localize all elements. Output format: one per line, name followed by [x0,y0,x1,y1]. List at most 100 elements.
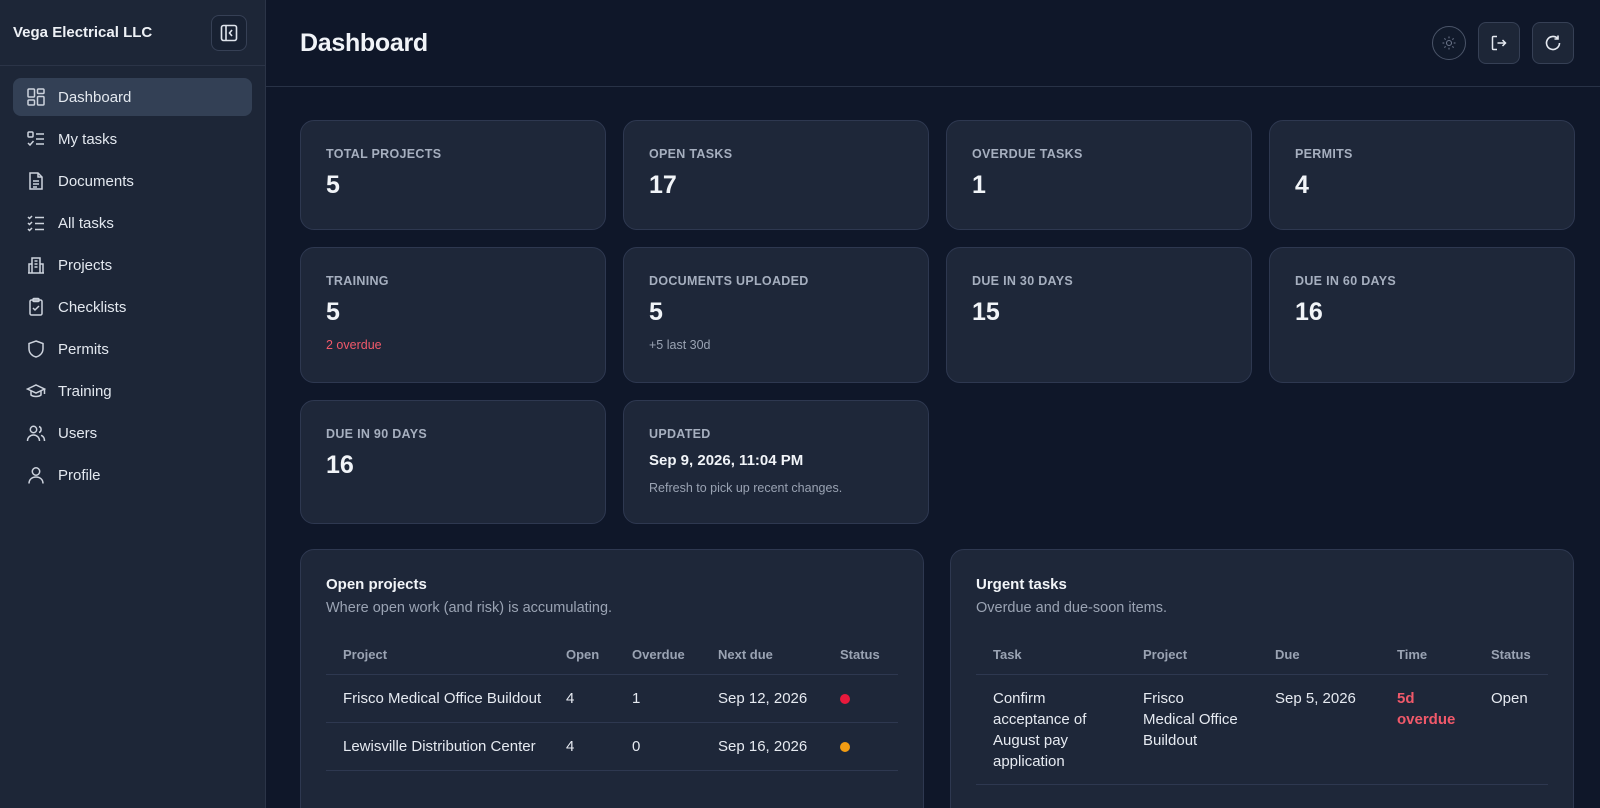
column-header[interactable]: Overdue [615,639,701,675]
stat-value: 5 [649,298,663,326]
table-row[interactable]: Confirm acceptance of August pay applica… [976,674,1548,785]
open-projects-table: Project Open Overdue Next due Status Fri… [326,639,898,771]
project-name[interactable]: Frisco Medical Office Buildout [326,674,549,723]
column-header[interactable]: Time [1380,639,1474,675]
next-due: Sep 12, 2026 [701,674,823,723]
next-due: Sep 16, 2026 [701,722,823,771]
collapse-sidebar-button[interactable] [211,14,247,51]
overdue-count: 0 [615,722,701,771]
sidebar-item-label: Documents [58,172,134,190]
sidebar-item-label: Projects [58,256,113,274]
stat-card-training: TRAINING 5 2 overdue [300,247,606,383]
stat-label: DUE IN 30 DAYS [972,274,1073,288]
sidebar-item-label: My tasks [58,130,118,148]
sidebar-item-permits[interactable]: Permits [13,330,252,368]
table-header-row: Project Open Overdue Next due Status [326,639,898,675]
sidebar-item-label: Checklists [58,298,127,316]
stat-value: 16 [326,451,354,479]
stat-value: 17 [649,171,677,199]
status-cell [823,674,898,723]
overdue-count: 1 [615,674,701,723]
updated-hint: Refresh to pick up recent changes. [649,481,843,495]
stat-card-due-30: DUE IN 30 DAYS 15 [946,247,1252,383]
dashboard-content: TOTAL PROJECTS 5 OPEN TASKS 17 OVERDUE T… [266,87,1600,808]
sidebar-item-profile[interactable]: Profile [13,456,252,494]
stat-label: PERMITS [1295,147,1353,161]
column-header[interactable]: Project [1126,639,1258,675]
status-cell [823,722,898,771]
table-row[interactable]: Lewisville Distribution Center 4 0 Sep 1… [326,722,898,771]
stat-sub-note: +5 last 30d [649,338,711,352]
sidebar-item-checklists[interactable]: Checklists [13,288,252,326]
urgent-tasks-panel: Urgent tasks Overdue and due-soon items.… [950,549,1574,808]
project-name[interactable]: Lewisville Distribution Center [326,722,549,771]
open-count: 4 [549,722,615,771]
stats-row: DUE IN 90 DAYS 16 UPDATED Sep 9, 2026, 1… [300,400,1574,524]
stat-card-overdue-tasks: OVERDUE TASKS 1 [946,120,1252,230]
stats-row: TOTAL PROJECTS 5 OPEN TASKS 17 OVERDUE T… [300,120,1575,230]
sidebar-item-label: Training [58,382,112,400]
stat-label: TRAINING [326,274,389,288]
sidebar-header: Vega Electrical LLC [0,0,265,66]
sidebar-collapse-icon [220,24,238,41]
stat-label: DOCUMENTS UPLOADED [649,274,809,288]
stat-value: 5 [326,298,340,326]
stat-card-documents-uploaded: DOCUMENTS UPLOADED 5 +5 last 30d [623,247,929,383]
user-icon [28,467,44,484]
task-due: Sep 5, 2026 [1258,674,1380,785]
refresh-button[interactable] [1532,22,1574,64]
refresh-icon [1545,35,1561,51]
logout-icon [1491,35,1507,51]
table-row[interactable]: Frisco Medical Office Buildout 4 1 Sep 1… [326,674,898,723]
building-icon [28,257,44,274]
sidebar-item-my-tasks[interactable]: My tasks [13,120,252,158]
status-dot [840,694,850,704]
sidebar-item-projects[interactable]: Projects [13,246,252,284]
stat-label: TOTAL PROJECTS [326,147,442,161]
column-header[interactable]: Due [1258,639,1380,675]
task-time-overdue: 5d overdue [1380,674,1474,785]
column-header[interactable]: Status [1474,639,1548,675]
task-name[interactable]: Confirm acceptance of August pay applica… [976,674,1126,785]
top-bar: Dashboard [266,0,1600,87]
users-icon [26,425,46,442]
page-title: Dashboard [300,28,428,57]
graduation-cap-icon [26,384,46,398]
column-header[interactable]: Next due [701,639,823,675]
column-header[interactable]: Task [976,639,1126,675]
sidebar-item-all-tasks[interactable]: All tasks [13,204,252,242]
theme-toggle-button[interactable] [1432,26,1466,60]
stat-value: 5 [326,171,340,199]
stats-row: TRAINING 5 2 overdue DOCUMENTS UPLOADED … [300,247,1575,383]
sidebar-item-label: Permits [58,340,109,358]
stat-value: 15 [972,298,1000,326]
updated-timestamp: Sep 9, 2026, 11:04 PM [649,452,804,469]
stat-card-permits: PERMITS 4 [1269,120,1575,230]
logout-button[interactable] [1478,22,1520,64]
stat-card-total-projects: TOTAL PROJECTS 5 [300,120,606,230]
document-icon [29,172,43,190]
company-name: Vega Electrical LLC [13,24,153,41]
sidebar-item-users[interactable]: Users [13,414,252,452]
sun-icon [1442,36,1456,50]
sidebar-item-label: Dashboard [58,88,132,106]
open-count: 4 [549,674,615,723]
sidebar-item-documents[interactable]: Documents [13,162,252,200]
task-list-icon [27,131,44,147]
panels-row: Open projects Where open work (and risk)… [300,549,1574,808]
sidebar-item-label: All tasks [58,214,114,232]
open-projects-panel: Open projects Where open work (and risk)… [300,549,924,808]
sidebar-item-training[interactable]: Training [13,372,252,410]
sidebar-item-dashboard[interactable]: Dashboard [13,78,252,116]
stat-label: OPEN TASKS [649,147,733,161]
column-header[interactable]: Project [326,639,549,675]
column-header[interactable]: Status [823,639,898,675]
panel-subtitle: Where open work (and risk) is accumulati… [326,600,613,616]
checklist-icon [27,215,44,232]
stat-value: 16 [1295,298,1323,326]
stat-label: DUE IN 90 DAYS [326,427,427,441]
urgent-tasks-table: Task Project Due Time Status Confirm acc… [976,639,1548,785]
shield-icon [28,340,44,358]
column-header[interactable]: Open [549,639,615,675]
panel-title: Open projects [326,576,427,593]
